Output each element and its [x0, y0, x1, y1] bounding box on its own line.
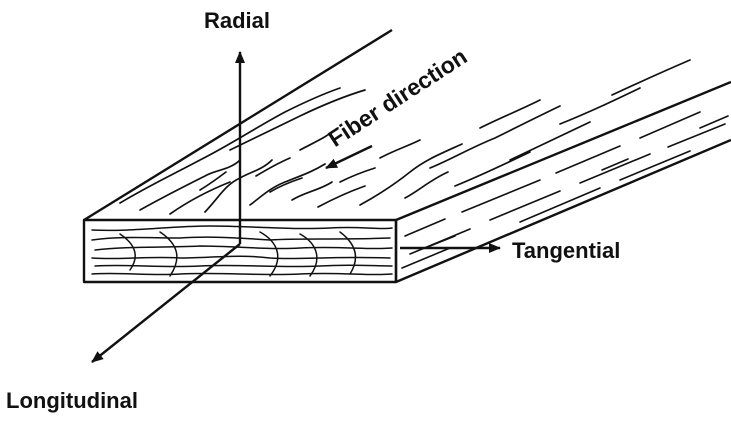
fiber-direction-arrow: [325, 144, 373, 170]
top-face-grain: [119, 59, 691, 215]
board-top-face: [84, 30, 731, 220]
longitudinal-label: Longitudinal: [6, 388, 138, 413]
longitudinal-axis: [91, 243, 241, 363]
end-face-grain: [91, 225, 393, 277]
tangential-label: Tangential: [512, 238, 621, 263]
side-face-grain: [401, 111, 729, 269]
board-outline: [82, 28, 731, 284]
radial-label: Radial: [204, 8, 271, 33]
